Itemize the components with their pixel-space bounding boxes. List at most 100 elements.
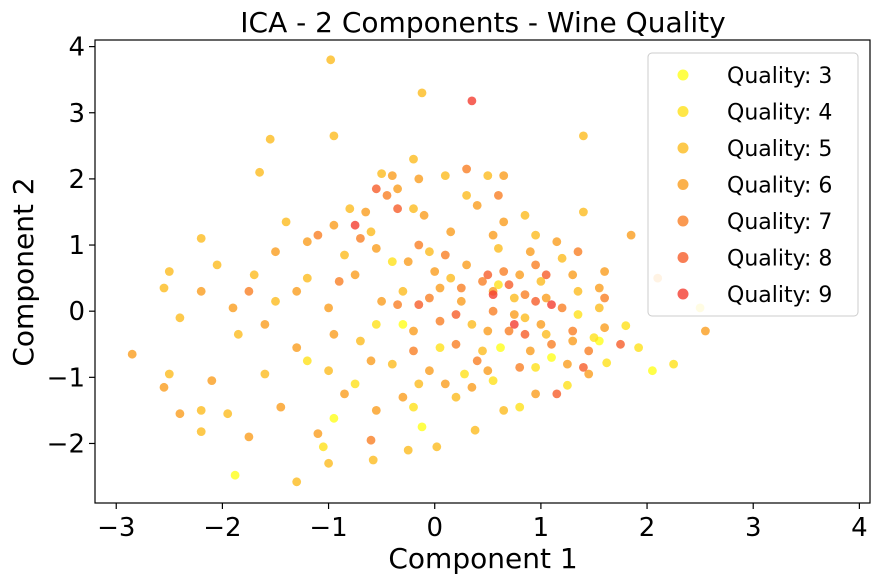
point-series-3-34 <box>419 210 429 220</box>
point-series-4-6 <box>504 326 514 336</box>
point-series-5-11 <box>541 270 551 280</box>
point-series-3-41 <box>403 257 413 266</box>
point-series-3-22 <box>409 326 418 336</box>
point-series-3-3 <box>207 376 217 385</box>
point-series-6-3 <box>547 300 556 309</box>
point-series-3-60 <box>271 247 280 257</box>
point-series-3-21 <box>377 296 386 306</box>
legend-label: Quality: 4 <box>727 101 832 126</box>
point-series-1-0 <box>318 442 328 452</box>
point-series-4-26 <box>435 316 445 326</box>
point-series-1-15 <box>435 343 445 352</box>
point-series-1-10 <box>669 359 678 369</box>
point-series-2-6 <box>409 154 418 164</box>
point-series-2-28 <box>271 296 280 306</box>
point-series-5-4 <box>552 389 562 399</box>
point-series-2-47 <box>520 313 530 323</box>
point-series-3-57 <box>366 356 376 366</box>
point-series-2-20 <box>292 477 302 487</box>
point-series-3-12 <box>525 346 535 356</box>
point-series-2-39 <box>557 253 567 263</box>
point-series-3-27 <box>541 293 551 303</box>
y-tick-label: 0 <box>68 297 85 327</box>
point-series-2-24 <box>432 442 442 452</box>
y-axis: −2 −1 0 1 2 3 4 <box>47 33 95 459</box>
legend-label: Quality: 9 <box>727 283 832 308</box>
point-series-4-21 <box>409 346 418 356</box>
y-tick-label: 3 <box>68 99 85 129</box>
point-series-1-3 <box>460 369 469 379</box>
point-series-4-28 <box>568 326 578 336</box>
legend-marker <box>677 288 689 300</box>
legend-marker <box>677 106 689 117</box>
point-series-0-1 <box>329 413 339 423</box>
x-tick-label: −2 <box>203 513 241 543</box>
point-series-4-13 <box>462 164 471 174</box>
point-series-2-8 <box>483 171 493 181</box>
point-series-3-20 <box>350 270 360 280</box>
point-series-4-22 <box>488 306 498 316</box>
point-series-2-7 <box>440 171 450 181</box>
point-series-4-11 <box>356 234 365 243</box>
plot-frame <box>94 39 871 504</box>
x-axis-label: Component 1 <box>388 542 577 575</box>
legend-label: Quality: 6 <box>727 174 832 199</box>
point-series-1-1 <box>371 320 381 329</box>
legend-label: Quality: 8 <box>727 247 832 272</box>
point-series-2-52 <box>462 191 471 200</box>
x-tick-label: 0 <box>426 513 443 543</box>
point-series-2-29 <box>302 273 312 283</box>
x-tick-label: 3 <box>745 513 762 543</box>
point-series-2-36 <box>478 346 487 356</box>
point-series-2-42 <box>356 336 365 346</box>
point-series-3-14 <box>600 323 609 333</box>
point-series-1-19 <box>634 343 643 352</box>
point-series-3-37 <box>499 217 509 227</box>
point-series-3-46 <box>536 320 546 329</box>
point-series-1-18 <box>515 402 525 412</box>
point-series-3-51 <box>387 171 397 181</box>
legend-label: Quality: 7 <box>727 210 832 235</box>
point-series-3-58 <box>584 369 594 379</box>
point-series-3-13 <box>568 336 578 346</box>
point-series-2-4 <box>255 167 264 177</box>
point-series-4-14 <box>494 191 503 200</box>
point-series-2-37 <box>509 293 519 303</box>
point-series-3-16 <box>228 303 238 313</box>
point-series-4-27 <box>499 267 509 276</box>
point-series-2-32 <box>398 286 408 296</box>
point-series-3-2 <box>175 409 185 419</box>
point-series-2-33 <box>425 247 434 257</box>
point-series-1-9 <box>621 321 631 331</box>
point-series-3-56 <box>467 382 477 392</box>
point-series-1-12 <box>387 257 397 266</box>
point-series-3-5 <box>276 402 286 412</box>
point-series-2-54 <box>494 244 503 253</box>
legend-marker <box>677 179 689 190</box>
point-series-3-43 <box>456 296 466 306</box>
y-axis-label: Component 2 <box>7 177 40 366</box>
point-series-3-62 <box>488 230 498 240</box>
point-series-2-53 <box>345 204 355 214</box>
point-series-3-63 <box>600 267 609 276</box>
point-series-2-15 <box>175 313 185 323</box>
legend-marker <box>677 69 689 81</box>
point-series-6-4 <box>509 320 519 329</box>
point-series-2-56 <box>249 270 259 280</box>
point-series-3-54 <box>701 326 710 336</box>
point-series-1-6 <box>563 380 572 390</box>
point-series-3-36 <box>472 201 482 210</box>
point-series-2-13 <box>196 234 206 243</box>
point-series-5-5 <box>579 363 588 372</box>
point-series-4-8 <box>557 303 567 313</box>
y-tick-label: −1 <box>47 363 85 393</box>
points-layer <box>127 55 710 487</box>
point-series-3-49 <box>329 329 339 339</box>
point-series-3-0 <box>127 349 137 359</box>
point-series-2-21 <box>324 458 333 468</box>
point-series-2-19 <box>223 409 233 419</box>
point-series-4-20 <box>472 356 482 366</box>
point-series-2-5 <box>377 169 386 179</box>
point-series-3-10 <box>440 379 450 389</box>
